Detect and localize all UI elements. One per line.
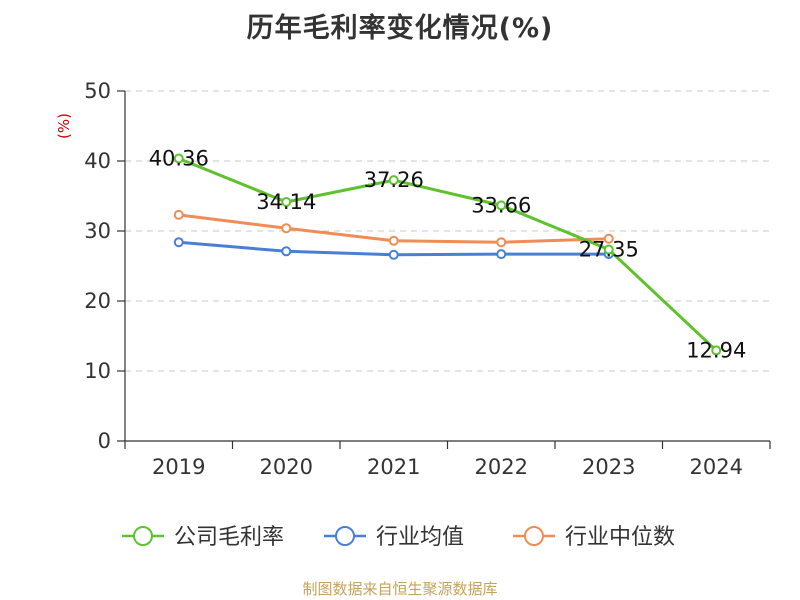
legend-item-1: 行业均值 — [324, 525, 464, 550]
series-lines — [173, 153, 722, 356]
series-1-point-2019 — [173, 237, 184, 248]
x-tick-label-2021: 2021 — [367, 455, 420, 479]
x-tick-label-2019: 2019 — [152, 455, 205, 479]
series-2-point-2022 — [496, 237, 507, 248]
legend-label: 行业中位数 — [565, 525, 675, 550]
data-label-2019: 40.36 — [149, 146, 209, 170]
y-tick-label-50: 50 — [84, 79, 111, 103]
axes: 0 10 20 30 40 50 2019 2020 2021 2022 2023 2024 — [84, 79, 771, 479]
legend-label: 行业均值 — [376, 525, 464, 550]
y-tick-label-30: 30 — [84, 219, 111, 243]
x-tick-label-2023: 2023 — [582, 455, 635, 479]
series-1-point-2022 — [496, 249, 507, 260]
data-label-2024: 12.94 — [686, 338, 746, 362]
legend-marker-icon — [524, 526, 544, 546]
series-0-point-2021 — [388, 175, 399, 186]
series-0-point-2019 — [173, 153, 184, 164]
legend-item-2: 行业中位数 — [513, 525, 675, 550]
y-tick-label-10: 10 — [84, 359, 111, 383]
legend-marker-icon — [133, 526, 153, 546]
legend: 公司毛利率 行业均值 行业中位数 — [122, 525, 675, 550]
data-labels: 40.36 34.14 37.26 33.66 27.35 12.94 — [149, 146, 747, 362]
series-line-0 — [177, 156, 718, 352]
series-2-point-2019 — [173, 209, 184, 220]
legend-label: 公司毛利率 — [174, 525, 284, 550]
series-0-point-2020 — [281, 197, 292, 208]
legend-marker-icon — [335, 526, 355, 546]
x-tick-label-2020: 2020 — [260, 455, 313, 479]
gridlines — [125, 90, 770, 372]
series-0-point-2022 — [496, 200, 507, 211]
series-2-point-2021 — [388, 235, 399, 246]
y-tick-label-40: 40 — [84, 149, 111, 173]
data-label-2021: 37.26 — [364, 168, 424, 192]
y-axis-unit-label: (%) — [55, 113, 73, 139]
chart-title: 历年毛利率变化情况(%) — [246, 13, 554, 44]
series-2-point-2020 — [281, 223, 292, 234]
series-0-point-2024 — [711, 345, 722, 356]
series-1-point-2021 — [388, 249, 399, 260]
series-0-point-2023 — [603, 244, 614, 255]
x-tick-label-2022: 2022 — [475, 455, 528, 479]
x-tick-label-2024: 2024 — [690, 455, 743, 479]
data-label-2022: 33.66 — [471, 193, 531, 217]
series-1-point-2020 — [281, 246, 292, 257]
y-tick-label-0: 0 — [98, 429, 111, 453]
y-tick-label-20: 20 — [84, 289, 111, 313]
series-2-point-2023 — [603, 233, 614, 244]
legend-item-0: 公司毛利率 — [122, 525, 284, 550]
source-footer: 制图数据来自恒生聚源数据库 — [302, 580, 498, 598]
data-label-2020: 34.14 — [256, 190, 316, 214]
data-label-2023: 27.35 — [579, 238, 639, 262]
